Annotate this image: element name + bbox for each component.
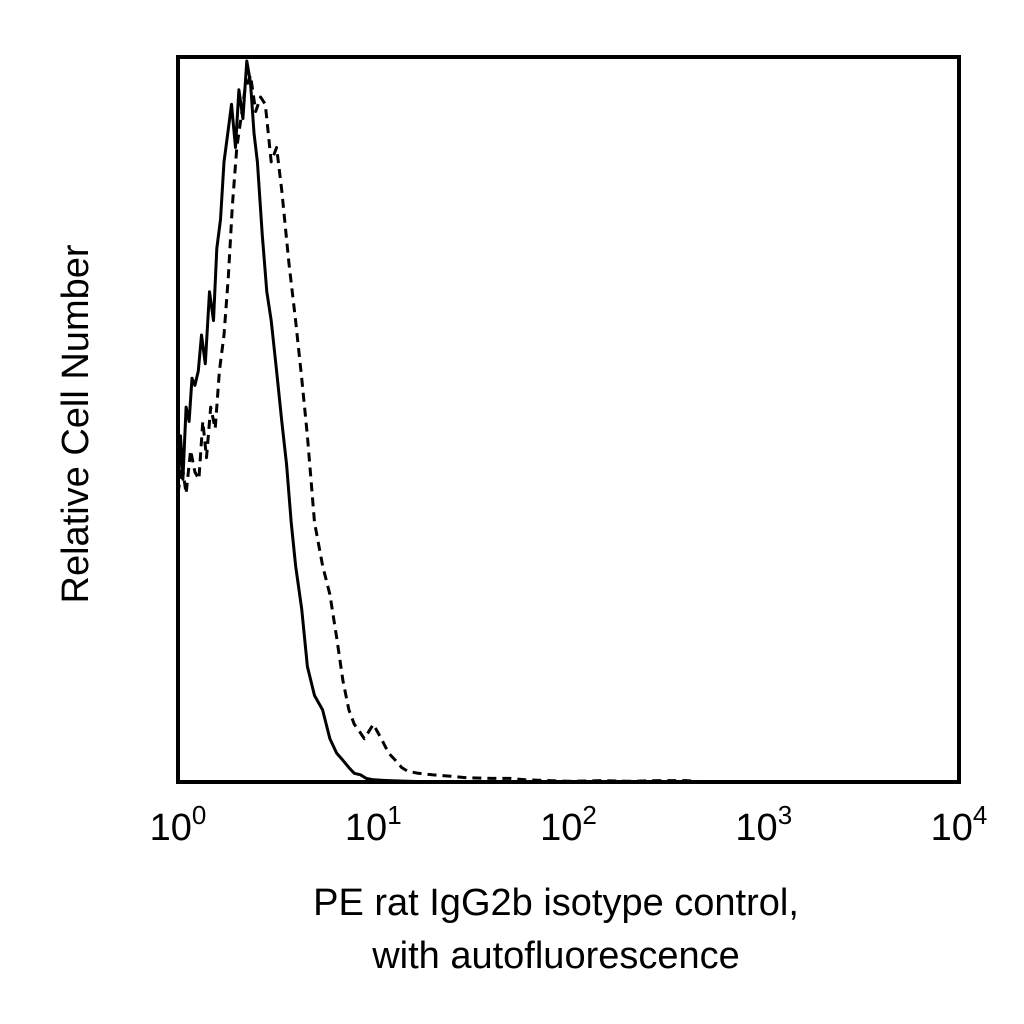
series-line-solid bbox=[176, 59, 510, 784]
x-tick-base: 10 bbox=[345, 807, 387, 849]
x-tick-label: 100 bbox=[150, 800, 207, 849]
x-tick-labels: 100 101 102 103 104 bbox=[150, 800, 988, 849]
x-tick-exponent: 3 bbox=[778, 800, 792, 830]
x-tick-exponent: 2 bbox=[582, 800, 596, 830]
x-tick-label: 101 bbox=[345, 800, 402, 849]
x-tick-base: 10 bbox=[931, 807, 973, 849]
x-tick-base: 10 bbox=[150, 807, 192, 849]
x-tick-base: 10 bbox=[540, 807, 582, 849]
x-axis-label-line-2: with autofluorescence bbox=[371, 935, 740, 977]
plot-frame bbox=[176, 55, 961, 784]
x-tick-label: 102 bbox=[540, 800, 597, 849]
y-axis-label: Relative Cell Number bbox=[55, 244, 97, 603]
x-tick-exponent: 1 bbox=[387, 800, 401, 830]
x-tick-exponent: 0 bbox=[192, 800, 206, 830]
series-line-dashed bbox=[176, 73, 706, 784]
x-axis-label-line-1: PE rat IgG2b isotype control, bbox=[313, 882, 799, 924]
x-tick-label: 103 bbox=[735, 800, 792, 849]
x-tick-base: 10 bbox=[735, 807, 777, 849]
series-layer bbox=[176, 59, 706, 784]
x-tick-exponent: 4 bbox=[973, 800, 987, 830]
x-tick-label: 104 bbox=[931, 800, 988, 849]
